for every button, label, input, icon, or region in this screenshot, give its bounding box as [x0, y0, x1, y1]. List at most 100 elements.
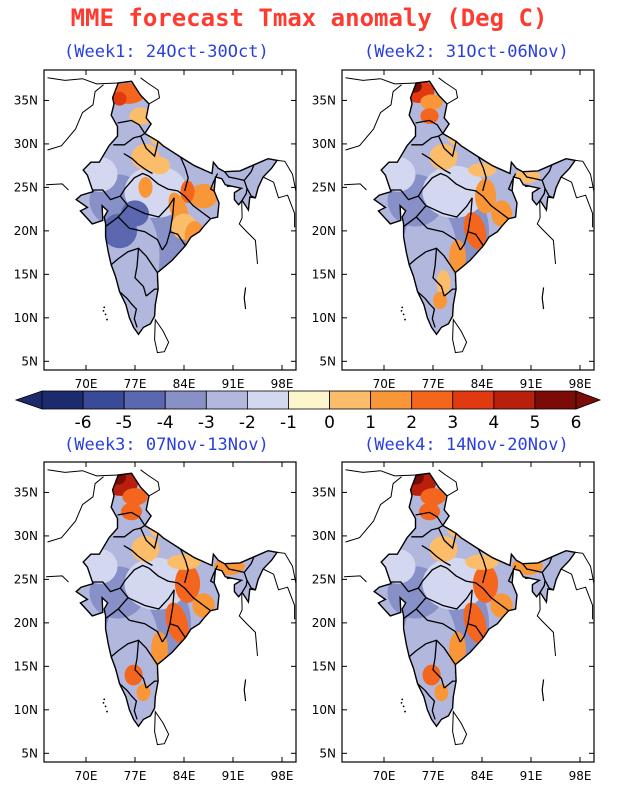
state-boundary	[117, 216, 163, 251]
colorbar-label: 1	[365, 413, 376, 430]
state-boundary	[84, 172, 150, 201]
colorbar-segment	[329, 390, 372, 410]
state-boundary	[179, 156, 189, 192]
lat-tick-label: 5N	[319, 354, 336, 368]
anomaly-patch	[82, 548, 118, 584]
state-boundary	[148, 567, 186, 589]
colorbar-segment	[411, 390, 454, 410]
colorbar-segment	[41, 390, 84, 410]
state-boundary	[411, 132, 444, 146]
lakshadweep-island	[106, 318, 108, 321]
lakshadweep-island	[400, 309, 403, 312]
state-boundary	[482, 587, 509, 612]
anomaly-patch	[422, 165, 486, 218]
state-boundary	[241, 580, 248, 593]
colorbar-segment	[123, 390, 166, 410]
lat-tick-label: 35N	[14, 93, 38, 107]
lon-tick-label: 77E	[422, 377, 445, 391]
lat-tick-label: 35N	[312, 93, 336, 107]
state-boundary	[411, 524, 444, 538]
state-boundary	[408, 247, 456, 273]
country-border	[345, 77, 417, 85]
state-boundary	[425, 197, 473, 218]
anomaly-patch	[380, 548, 416, 584]
lakshadweep-island	[102, 701, 105, 704]
state-boundary	[123, 152, 153, 175]
colorbar-segment	[205, 390, 248, 410]
anomaly-patch	[472, 564, 499, 603]
week3-title: (Week3: 07Nov-13Nov)	[64, 435, 269, 455]
week2-map-panel: 70E 77E 84E 91E 98E 35N 30N 25N 20N 15N 10N 5N	[298, 69, 598, 396]
lon-tick-label: 84E	[173, 769, 196, 783]
anomaly-patch	[121, 200, 149, 227]
lat-tick-label: 35N	[14, 485, 38, 499]
colorbar-segment	[493, 390, 536, 410]
colorbar-label: 2	[406, 413, 417, 430]
state-boundary	[417, 291, 436, 328]
country-border	[262, 568, 296, 620]
state-boundary	[443, 288, 457, 297]
lat-tick-label: 15N	[312, 267, 336, 281]
colorbar-segment	[370, 390, 413, 410]
lon-tick-label: 77E	[124, 377, 147, 391]
lon-tick-label: 91E	[520, 769, 543, 783]
lon-tick-label: 70E	[75, 377, 98, 391]
state-boundary	[119, 291, 138, 328]
lat-tick-label: 25N	[312, 572, 336, 586]
anomaly-patch	[167, 554, 201, 570]
lat-tick-label: 15N	[14, 659, 38, 673]
country-border	[438, 77, 459, 105]
state-boundary	[446, 567, 484, 589]
lat-tick-label: 35N	[312, 485, 336, 499]
country-border	[140, 77, 161, 105]
anomaly-patch	[419, 502, 440, 521]
state-boundary	[522, 556, 553, 574]
week1-title: (Week1: 24Oct-30Oct)	[64, 42, 269, 62]
week4-title: (Week4: 14Nov-20Nov)	[364, 435, 569, 455]
andaman-islands	[243, 679, 247, 702]
andaman-islands	[541, 679, 545, 702]
lat-tick-label: 20N	[14, 616, 38, 630]
state-boundary	[477, 548, 487, 584]
map-frame	[341, 461, 595, 763]
anomaly-patch	[122, 488, 148, 506]
map-svg: 70E 77E 84E 91E 98E 35N 30N 25N 20N 15N 10N 5N	[14, 69, 297, 391]
state-boundary	[117, 511, 146, 526]
country-border	[262, 176, 296, 228]
lon-tick-label: 98E	[271, 769, 294, 783]
anomaly-patch	[465, 554, 499, 570]
country-border	[47, 77, 119, 85]
lon-tick-label: 91E	[222, 377, 245, 391]
india-outline	[373, 472, 577, 728]
lon-tick-label: 77E	[124, 769, 147, 783]
sri-lanka-outline	[452, 318, 468, 354]
country-border	[560, 176, 594, 228]
state-boundary	[123, 544, 153, 567]
country-border	[140, 469, 161, 497]
lat-tick-label: 10N	[14, 703, 38, 717]
india-outline	[75, 80, 279, 336]
anomaly-patch	[138, 176, 153, 198]
map-frame	[43, 69, 297, 371]
country-border	[47, 469, 119, 477]
country-border	[47, 84, 104, 151]
country-border	[345, 476, 402, 543]
country-border	[575, 551, 595, 584]
state-boundary	[539, 188, 546, 201]
lat-tick-label: 20N	[312, 224, 336, 238]
anomaly-patch	[420, 488, 446, 506]
country-border	[575, 159, 595, 192]
state-boundary	[145, 288, 159, 297]
state-boundary	[446, 175, 484, 197]
state-boundary	[415, 216, 461, 251]
state-boundary	[184, 587, 211, 612]
lat-tick-label: 5N	[21, 746, 38, 760]
state-boundary	[140, 135, 159, 158]
state-boundary	[438, 135, 457, 158]
lakshadweep-island	[402, 313, 405, 316]
lon-tick-label: 98E	[271, 377, 294, 391]
anomaly-patch	[180, 180, 195, 204]
lakshadweep-island	[103, 698, 106, 701]
state-boundary	[140, 527, 159, 550]
anomaly-patch	[468, 163, 496, 177]
